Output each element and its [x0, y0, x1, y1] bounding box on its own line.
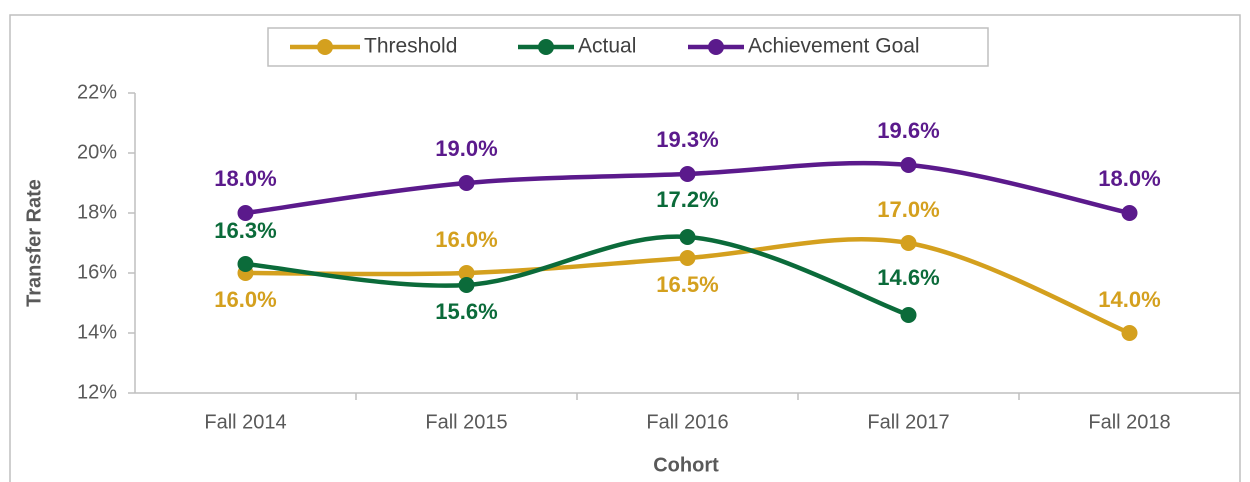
x-tick-label: Fall 2016	[646, 411, 728, 433]
data-label: 16.5%	[656, 272, 718, 297]
data-label: 17.2%	[656, 187, 718, 212]
y-tick-label: 14%	[77, 321, 117, 343]
y-tick-label: 18%	[77, 201, 117, 223]
y-tick-label: 16%	[77, 261, 117, 283]
data-label: 16.0%	[435, 227, 497, 252]
data-label: 16.3%	[214, 218, 276, 243]
data-point	[458, 175, 475, 191]
data-point	[458, 277, 475, 293]
data-label: 14.6%	[877, 265, 939, 290]
data-point	[900, 307, 917, 323]
data-point	[1121, 205, 1138, 221]
data-label: 14.0%	[1098, 287, 1160, 312]
y-tick-label: 20%	[77, 141, 117, 163]
x-tick-label: Fall 2015	[425, 411, 507, 433]
data-point	[679, 250, 696, 266]
series-line	[245, 234, 910, 318]
data-point	[679, 229, 696, 245]
data-label: 18.0%	[1098, 166, 1160, 191]
data-point	[900, 235, 917, 251]
legend-label: Actual	[578, 35, 636, 58]
x-tick-label: Fall 2017	[867, 411, 949, 433]
y-tick-label: 12%	[77, 381, 117, 403]
legend-marker	[317, 39, 333, 55]
data-point	[458, 265, 475, 281]
data-point	[237, 205, 254, 221]
data-point	[1121, 325, 1138, 341]
legend-marker	[708, 39, 724, 55]
data-label: 16.0%	[214, 287, 276, 312]
x-tick-label: Fall 2018	[1088, 411, 1170, 433]
y-tick-label: 22%	[77, 81, 117, 103]
legend-label: Achievement Goal	[748, 35, 920, 58]
data-label: 17.0%	[877, 197, 939, 222]
data-point	[900, 157, 917, 173]
data-point	[237, 256, 254, 272]
x-tick-label: Fall 2014	[204, 411, 286, 433]
data-label: 18.0%	[214, 166, 276, 191]
chart-frame	[9, 14, 1241, 482]
data-label: 19.0%	[435, 136, 497, 161]
legend-box	[267, 27, 989, 67]
data-point	[679, 166, 696, 182]
data-label: 19.6%	[877, 118, 939, 143]
data-label: 15.6%	[435, 299, 497, 324]
y-axis-title: Transfer Rate	[23, 179, 45, 307]
x-axis-title: Cohort	[653, 454, 719, 476]
legend-marker	[538, 39, 554, 55]
data-label: 19.3%	[656, 127, 718, 152]
legend-label: Threshold	[364, 35, 457, 58]
